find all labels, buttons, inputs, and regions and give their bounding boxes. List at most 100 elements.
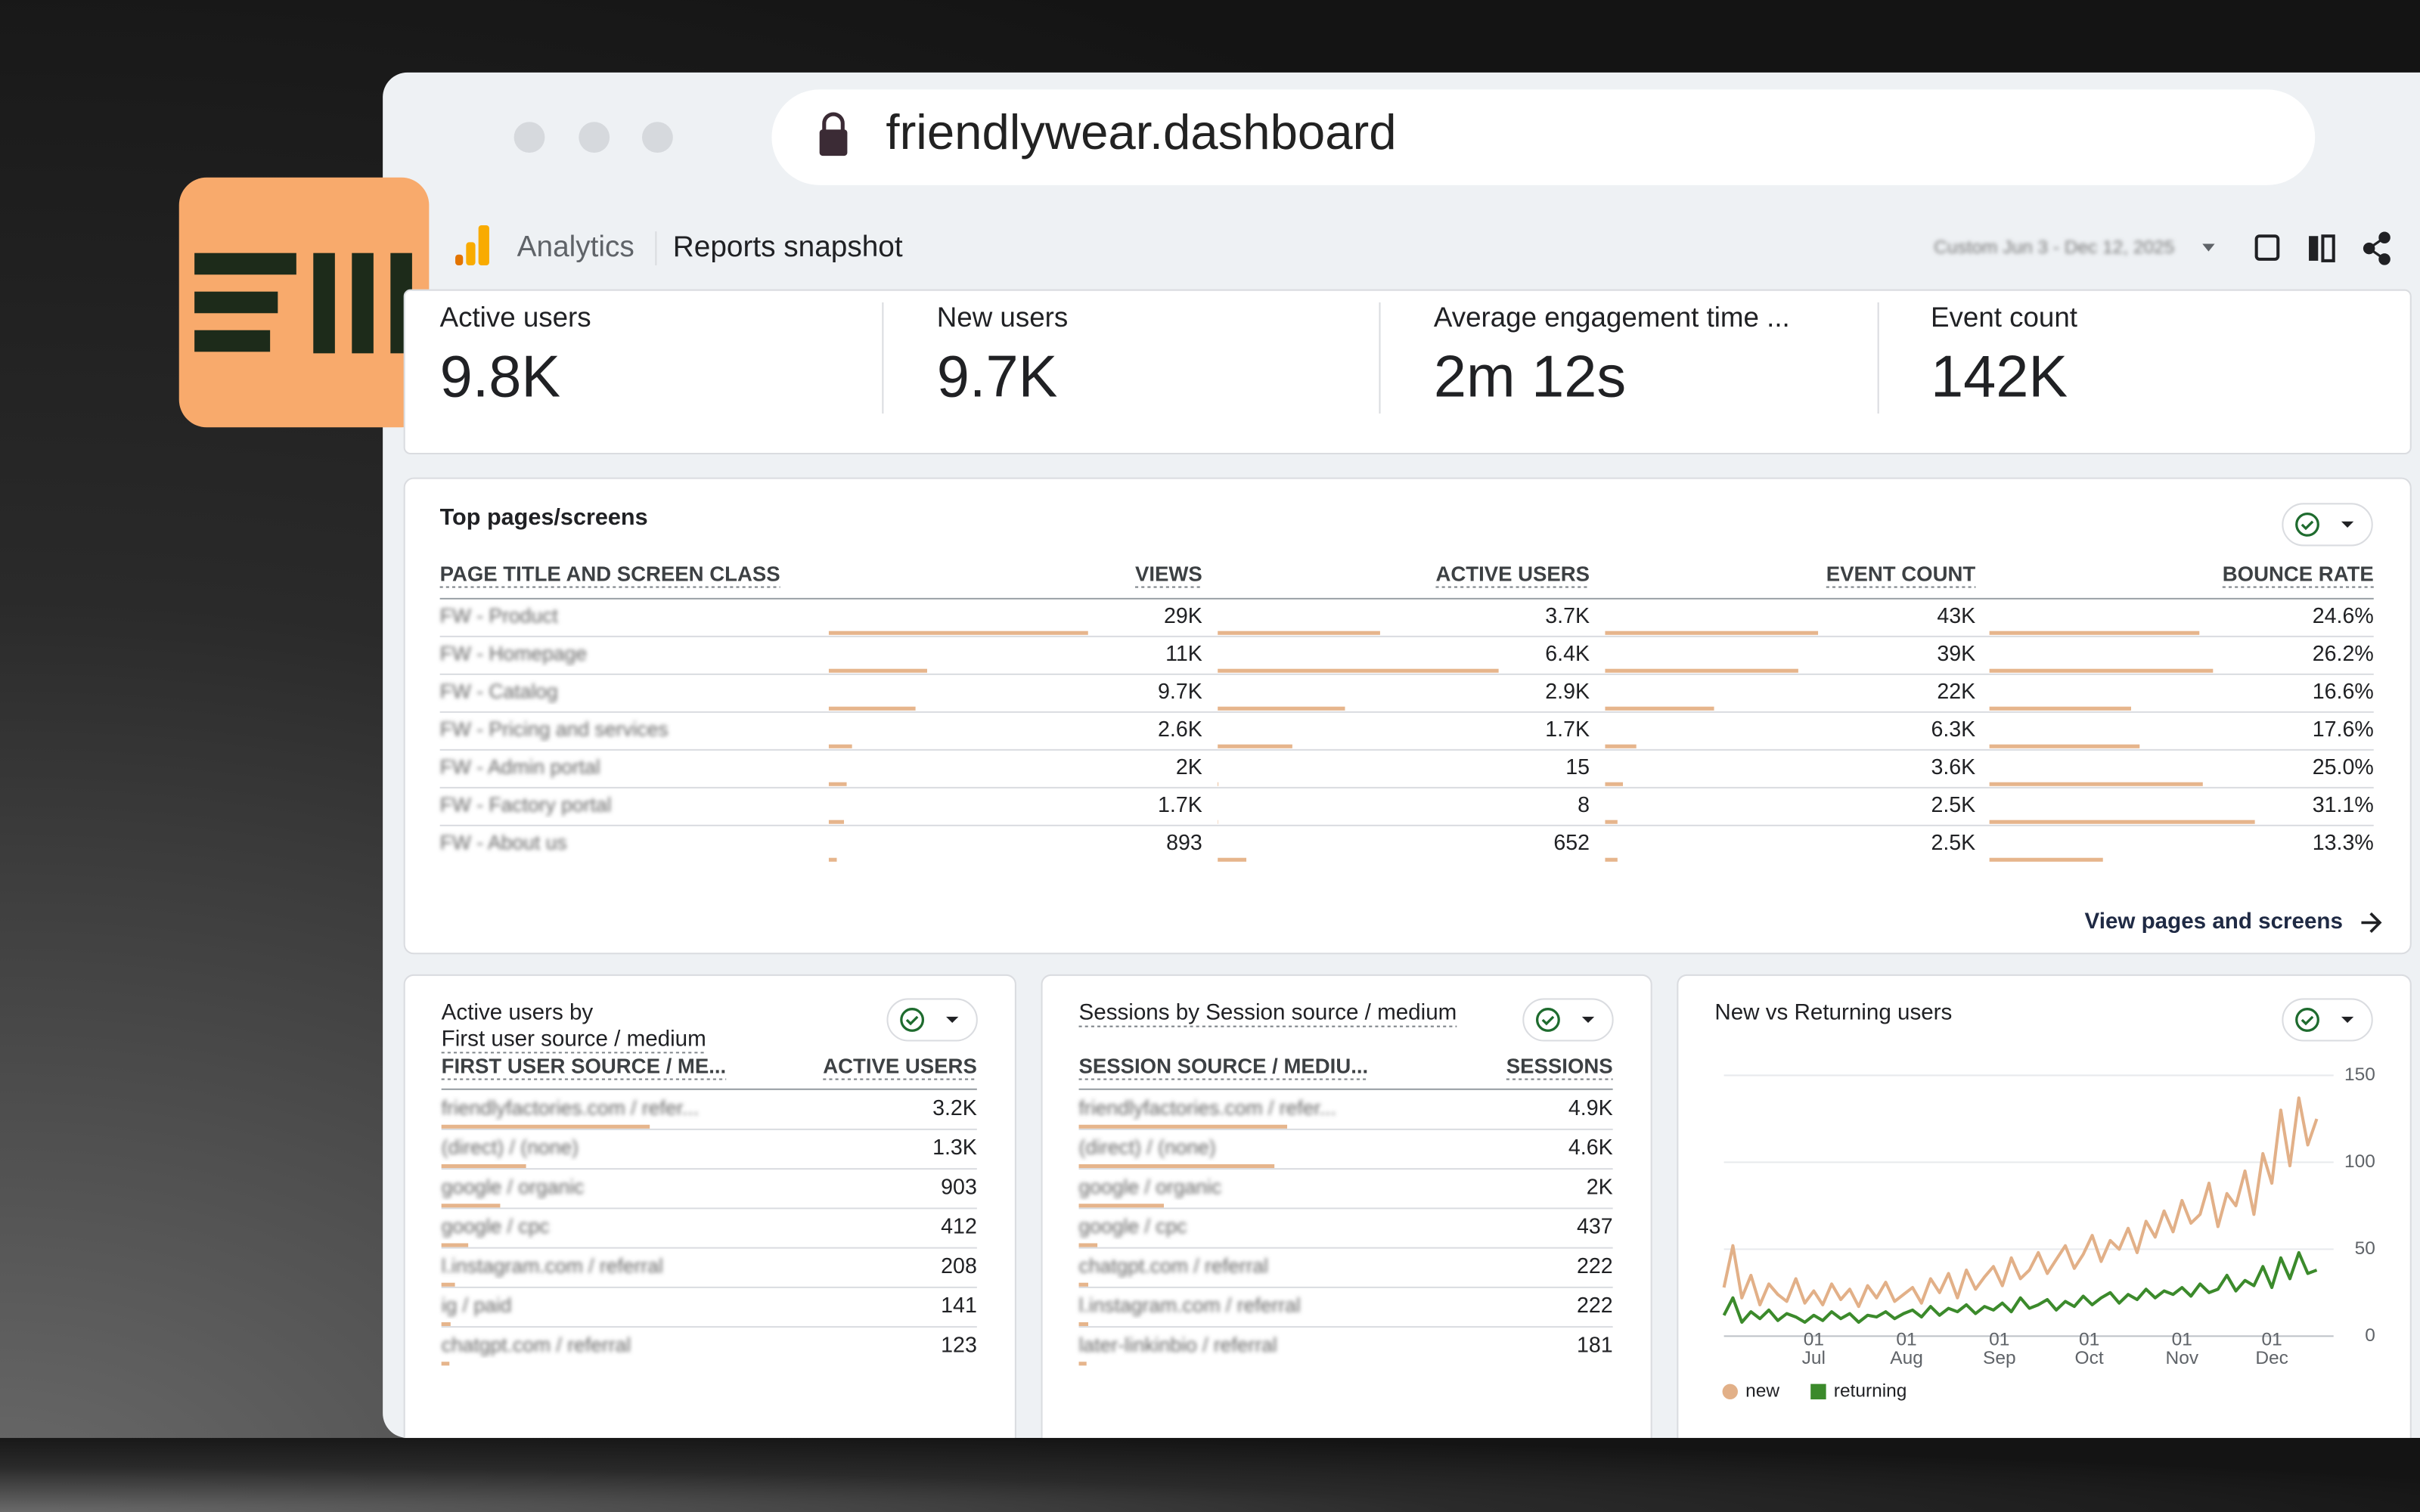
check-icon — [905, 1015, 919, 1026]
y-tick-label: 0 — [2365, 1325, 2375, 1346]
column-header: FIRST USER SOURCE / ME... — [442, 1055, 727, 1078]
cell-value: 222 — [1577, 1254, 1613, 1278]
page-name: FW - Product — [440, 604, 559, 627]
cell-value: 39K — [1937, 642, 1975, 666]
page-name: FW - Homepage — [440, 642, 588, 665]
customize-icon[interactable] — [2254, 234, 2280, 261]
dropdown-caret — [1581, 1016, 1595, 1024]
value-bar — [441, 1321, 451, 1327]
source-name: ig / paid — [442, 1294, 512, 1317]
metric-label: Active users — [440, 302, 591, 333]
value-bar — [441, 1282, 455, 1287]
cell-value: 1.3K — [932, 1136, 977, 1160]
window-dot[interactable] — [579, 122, 610, 153]
value-bar — [828, 782, 847, 786]
date-range[interactable]: Custom Jun 3 - Dec 12, 2025 — [1934, 237, 2174, 258]
page-name: FW - Factory portal — [440, 793, 612, 816]
analytics-icon — [455, 225, 489, 266]
source-name: friendlyfactories.com / refer... — [1079, 1096, 1336, 1119]
window-dot[interactable] — [641, 122, 673, 153]
lock-icon — [819, 112, 848, 156]
value-bar — [1989, 744, 2140, 748]
url: friendlywear.dashboard — [886, 104, 1396, 160]
compare-icon[interactable] — [2309, 234, 2335, 262]
source-name: google / organic — [442, 1176, 585, 1198]
metric-label: New users — [937, 302, 1068, 333]
value-bar — [1078, 1362, 1087, 1366]
source-name: later-linkinbio / referral — [1079, 1334, 1277, 1356]
value-bar — [1218, 857, 1247, 862]
value-bar — [828, 706, 916, 711]
value-bar — [1605, 706, 1714, 711]
product-name: Analytics — [517, 231, 634, 263]
cell-value: 1.7K — [1545, 717, 1590, 742]
page-name: FW - Pricing and services — [440, 717, 669, 740]
chart-card — [1677, 974, 2412, 1470]
value-bar — [828, 668, 927, 673]
column-header: ACTIVE USERS — [823, 1055, 977, 1078]
window-dot[interactable] — [513, 122, 545, 153]
value-bar — [828, 820, 845, 824]
value-bar — [1605, 782, 1624, 786]
cell-value: 6.3K — [1931, 717, 1975, 742]
dropdown-caret — [946, 1016, 959, 1024]
card-title: Sessions by Session source / medium — [1079, 1000, 1457, 1025]
cell-value: 4.6K — [1568, 1136, 1613, 1160]
value-bar — [441, 1362, 450, 1366]
check-icon — [1536, 1008, 1560, 1032]
cell-value: 15 — [1565, 755, 1590, 779]
address-bar[interactable] — [771, 89, 2316, 185]
x-tick-label: 01 Dec — [2255, 1328, 2288, 1369]
cell-value: 3.7K — [1545, 604, 1590, 628]
value-bar — [1218, 631, 1380, 635]
top-pages-card — [403, 477, 2412, 955]
metric-value: 9.7K — [937, 345, 1058, 410]
source-name: chatgpt.com / referral — [1079, 1254, 1269, 1277]
source-name: friendlyfactories.com / refer... — [442, 1096, 699, 1119]
dropdown-caret — [2341, 1016, 2354, 1024]
source-name: google / organic — [1079, 1176, 1222, 1198]
cell-value: 31.1% — [2313, 793, 2374, 817]
cell-value: 43K — [1937, 604, 1975, 628]
value-bar — [1989, 782, 2203, 786]
cell-value: 22K — [1937, 680, 1975, 704]
y-tick-label: 50 — [2355, 1238, 2375, 1259]
share-icon[interactable] — [2363, 231, 2391, 265]
legend-label: new — [1745, 1380, 1779, 1401]
dropdown-caret[interactable] — [2202, 243, 2215, 252]
cell-value: 903 — [941, 1175, 977, 1199]
legend-label: returning — [1834, 1380, 1907, 1401]
value-bar — [1078, 1282, 1089, 1287]
check-icon — [2295, 1008, 2319, 1032]
source-name: google / cpc — [1079, 1215, 1187, 1238]
cell-value: 29K — [1164, 604, 1202, 628]
page-name: FW - Catalog — [440, 680, 558, 702]
value-bar — [1605, 744, 1637, 748]
cell-value: 17.6% — [2313, 717, 2374, 742]
cell-value: 2.9K — [1545, 680, 1590, 704]
arrow-icon[interactable] — [2361, 912, 2382, 933]
value-bar — [1078, 1163, 1275, 1169]
card-title: First user source / medium — [442, 1026, 706, 1051]
cell-value: 8 — [1578, 793, 1590, 817]
value-bar — [1218, 668, 1499, 673]
source-name: (direct) / (none) — [442, 1136, 579, 1159]
view-link[interactable]: View pages and screens — [2085, 909, 2343, 934]
cell-value: 11K — [1165, 642, 1202, 666]
value-bar — [1078, 1124, 1288, 1129]
value-bar — [441, 1204, 501, 1208]
series-line — [1722, 1250, 2318, 1325]
value-bar — [828, 857, 837, 862]
cell-value: 25.0% — [2313, 755, 2374, 779]
metric-value: 2m 12s — [1434, 345, 1626, 410]
cell-value: 9.7K — [1158, 680, 1202, 704]
card-title: Top pages/screens — [440, 504, 648, 530]
check-icon — [2295, 512, 2319, 537]
column-header: SESSION SOURCE / MEDIU... — [1079, 1055, 1369, 1078]
cell-value: 2K — [1587, 1175, 1613, 1199]
value-bar — [1989, 820, 2255, 824]
y-tick-label: 100 — [2344, 1151, 2375, 1172]
legend-marker — [1810, 1383, 1826, 1400]
